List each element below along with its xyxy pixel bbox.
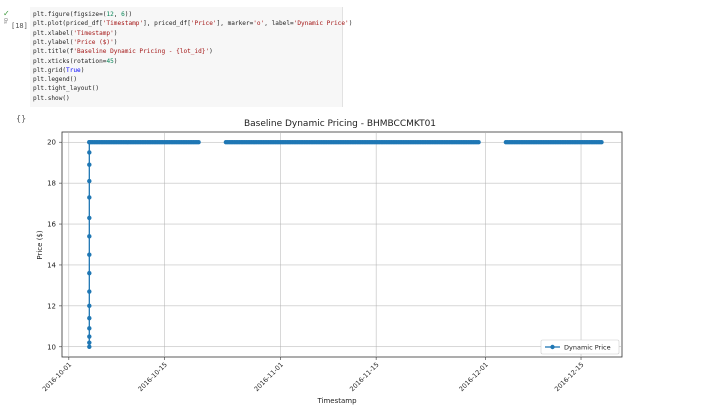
x-tick-label: 2016-11-01 (253, 361, 285, 393)
code-line: plt.plot(priced_df['Timestamp'], priced_… (33, 20, 353, 28)
code-line: plt.xticks(rotation=45) (33, 57, 118, 65)
data-point (87, 289, 92, 294)
code-line: plt.ylabel('Price ($)') (33, 38, 118, 46)
x-tick-label: 2016-11-15 (348, 361, 380, 393)
data-point (87, 344, 92, 349)
y-tick-label: 20 (47, 139, 56, 147)
execution-count: [18] (11, 22, 28, 30)
output-toggle-icon[interactable]: {} (16, 114, 27, 123)
data-point (87, 234, 92, 239)
data-point (87, 340, 92, 345)
data-point (87, 334, 92, 339)
y-tick-label: 12 (47, 302, 56, 310)
code-line: plt.legend() (33, 76, 78, 84)
y-tick-label: 14 (47, 261, 56, 269)
series-dynamic-price (87, 140, 604, 349)
y-axis: 10 12 14 16 18 20 (47, 139, 62, 351)
data-point (87, 215, 92, 221)
legend-label: Dynamic Price (564, 344, 611, 352)
check-icon: ✓ (3, 9, 10, 18)
x-tick-label: 2016-12-15 (553, 361, 585, 393)
data-point (476, 140, 481, 145)
code-line: plt.tight_layout() (33, 85, 100, 93)
data-point (87, 303, 92, 309)
data-point (87, 195, 92, 200)
chart: Baseline Dynamic Pricing - BHMBCCMKT01 1… (36, 119, 623, 405)
x-axis: 2016-10-01 2016-10-15 2016-11-01 2016-11-15… (41, 357, 585, 393)
x-tick-label: 2016-12-01 (457, 361, 489, 393)
code-line: plt.show() (33, 94, 70, 102)
grid (62, 132, 622, 357)
code-line: plt.xlabel('Timestamp') (33, 29, 118, 37)
data-point (87, 150, 92, 155)
data-point (87, 252, 92, 257)
data-point (87, 326, 92, 331)
chart-title: Baseline Dynamic Pricing - BHMBCCMKT01 (244, 119, 436, 129)
code-line: plt.title(f'Baseline Dynamic Pricing - {… (33, 48, 213, 56)
x-axis-label: Timestamp (316, 397, 357, 405)
code-editor[interactable]: plt.figure(figsize=(12, 6)) plt.plot(pric… (30, 7, 352, 107)
x-tick-label: 2016-10-15 (136, 361, 168, 393)
run-time: 0s (2, 18, 8, 24)
code-line: plt.figure(figsize=(12, 6)) (33, 11, 133, 18)
series-line (88, 141, 199, 347)
cell-gutter: ✓ 0s [18] (1, 9, 29, 34)
data-point (196, 140, 201, 145)
data-point (87, 178, 92, 184)
y-tick-label: 10 (47, 343, 56, 351)
legend-box (540, 339, 620, 355)
y-axis-label: Price ($) (36, 230, 44, 259)
data-point (599, 140, 604, 145)
data-point (87, 162, 92, 167)
data-point (87, 270, 92, 276)
y-tick-label: 16 (47, 221, 56, 229)
code-line: plt.grid(True) (33, 66, 85, 74)
code-cell[interactable]: ✓ 0s [18] plt.figure(figsize=(12, 6)) plt… (0, 0, 706, 110)
data-point (87, 315, 92, 321)
plot-area (61, 131, 623, 358)
legend-marker (550, 344, 555, 350)
x-tick-label: 2016-10-01 (41, 361, 73, 393)
y-tick-label: 18 (47, 180, 56, 188)
legend: Dynamic Price (540, 339, 620, 355)
